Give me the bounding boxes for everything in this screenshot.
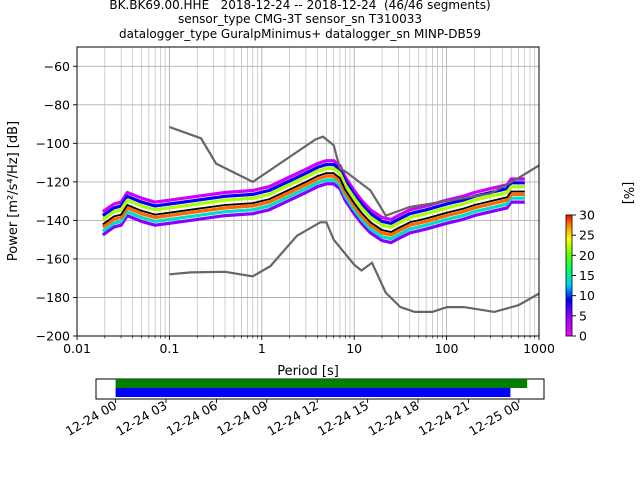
- noise-models: [169, 125, 539, 314]
- chart-title-line-3: datalogger_type GuralpMinimus+ datalogge…: [119, 27, 481, 41]
- y-tick-label: −100: [36, 136, 70, 151]
- y-tick-label: −160: [36, 251, 70, 266]
- colorbar-ticks: 0 5 10 15 20 25 30: [572, 208, 595, 344]
- density-band: [101, 174, 525, 237]
- y-axis-label: Power [m²/s⁴/Hz] [dB]: [6, 121, 21, 261]
- colorbar-tick-label: 10: [579, 288, 595, 303]
- new-low-noise-model: [169, 221, 539, 314]
- median-line: [102, 172, 525, 233]
- coverage-tick-label: 12-24 18: [365, 398, 421, 439]
- x-tick-label: 100: [435, 341, 459, 356]
- coverage-tick-label: 12-24 06: [164, 398, 220, 439]
- y-tick-label: −120: [36, 174, 70, 189]
- coverage-tick-label: 12-24 21: [416, 398, 472, 439]
- colorbar-tick-label: 0: [579, 329, 587, 344]
- coverage-tick-label: 12-24 00: [63, 398, 119, 439]
- chart-title-line-1: BK.BK69.00.HHE 2018-12-24 -- 2018-12-24 …: [109, 0, 491, 12]
- median-curve: [102, 172, 525, 233]
- y-tick-label: −80: [44, 97, 70, 112]
- colorbar: [565, 214, 573, 337]
- coverage-tick-label: 12-24 15: [315, 398, 371, 439]
- y-axis-ticks: −60 −80 −100 −120 −140 −160 −180 −200: [36, 59, 77, 344]
- y-tick-label: −180: [36, 290, 70, 305]
- colorbar-tick-label: 30: [579, 208, 595, 223]
- colorbar-tick-label: 15: [579, 268, 595, 283]
- coverage-tick-label: 12-24 12: [265, 398, 321, 439]
- coverage-bars: [115, 379, 528, 397]
- new-high-noise-model: [169, 125, 539, 217]
- colorbar-label: [%]: [620, 182, 635, 205]
- coverage-bar-green: [115, 379, 528, 388]
- x-tick-label: 1000: [523, 341, 555, 356]
- x-tick-label: 0.01: [63, 341, 91, 356]
- colorbar-tick-label: 5: [579, 308, 587, 323]
- x-tick-label: 0.1: [159, 341, 179, 356]
- density-band: [101, 178, 525, 241]
- y-tick-label: −200: [36, 329, 70, 344]
- coverage-bar-blue: [115, 388, 511, 397]
- coverage-tick-label: 12-25 00: [466, 398, 522, 439]
- ppsd-density: [101, 159, 525, 245]
- density-band: [101, 166, 525, 229]
- y-tick-label: −60: [44, 59, 70, 74]
- x-tick-label: 1: [258, 341, 266, 356]
- colorbar-tick-label: 25: [579, 228, 595, 243]
- colorbar-tick-label: 20: [579, 248, 595, 263]
- chart-title-line-2: sensor_type CMG-3T sensor_sn T310033: [177, 12, 423, 26]
- coverage-tick-label: 12-24 09: [214, 398, 270, 439]
- x-axis-label: Period [s]: [277, 364, 339, 379]
- y-tick-label: −140: [36, 213, 70, 228]
- x-tick-label: 10: [346, 341, 362, 356]
- coverage-tick-label: 12-24 03: [113, 398, 169, 439]
- x-axis-ticks: 0.01 0.1 1 10 100 1000: [63, 336, 555, 356]
- plot-frame: [76, 46, 540, 337]
